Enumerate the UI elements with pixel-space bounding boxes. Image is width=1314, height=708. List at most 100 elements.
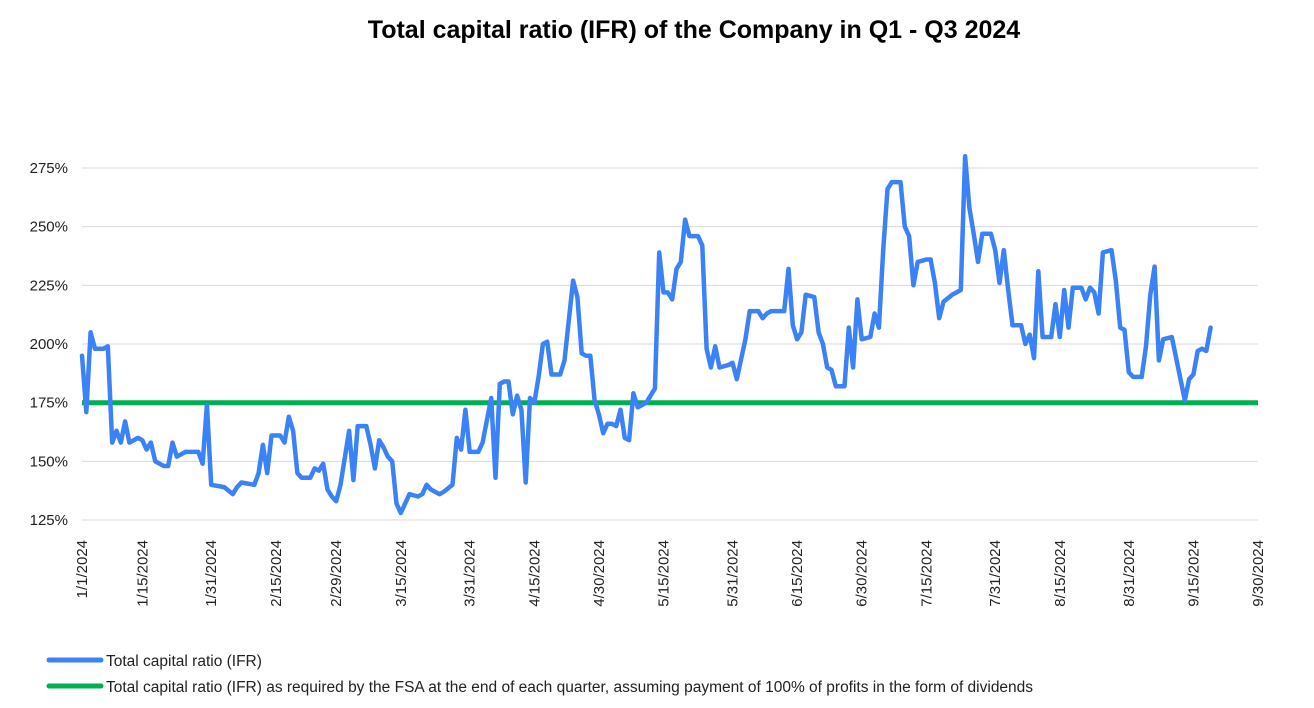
- data-point: [266, 472, 268, 474]
- data-point: [572, 280, 574, 282]
- data-point: [370, 444, 372, 446]
- data-point: [779, 310, 781, 312]
- data-point: [675, 268, 678, 270]
- data-point: [395, 503, 398, 505]
- data-point: [443, 491, 445, 493]
- data-point: [968, 207, 971, 209]
- data-point: [1020, 324, 1022, 326]
- data-point: [301, 477, 303, 479]
- data-point: [637, 406, 639, 408]
- data-point: [615, 425, 617, 427]
- data-point: [697, 235, 699, 237]
- data-point: [1188, 378, 1190, 380]
- data-point: [120, 442, 122, 444]
- data-point: [753, 310, 755, 312]
- data-point: [581, 352, 583, 354]
- data-point: [770, 310, 772, 312]
- data-point: [951, 294, 953, 296]
- data-point: [1024, 343, 1026, 345]
- data-point: [546, 341, 548, 343]
- data-point: [184, 451, 186, 453]
- data-point: [1102, 251, 1104, 254]
- data-point: [270, 434, 273, 437]
- data-point: [727, 364, 729, 366]
- data-point: [1141, 376, 1143, 378]
- x-tick-label: 8/15/2024: [1052, 540, 1069, 607]
- data-point: [318, 470, 320, 472]
- data-point: [309, 477, 311, 479]
- data-point: [538, 376, 540, 378]
- data-point: [1063, 289, 1065, 291]
- data-point: [1089, 287, 1091, 289]
- data-point: [645, 402, 647, 404]
- data-point: [757, 310, 759, 312]
- data-point: [766, 312, 768, 315]
- y-tick-label: 150%: [30, 453, 68, 470]
- data-point: [736, 378, 738, 380]
- data-point: [611, 423, 613, 425]
- data-point: [240, 481, 242, 484]
- legend-label-series-2: Total capital ratio (IFR) as required by…: [106, 679, 1033, 696]
- data-point: [585, 355, 587, 357]
- data-point: [843, 385, 846, 387]
- data-point: [973, 233, 975, 235]
- data-point: [1093, 291, 1095, 293]
- data-point: [1029, 334, 1031, 336]
- data-point: [477, 451, 479, 453]
- data-point: [977, 261, 979, 263]
- data-point: [856, 298, 859, 300]
- data-point: [813, 296, 815, 298]
- data-point: [1115, 280, 1117, 282]
- data-point: [1059, 336, 1061, 338]
- data-point: [529, 397, 531, 399]
- data-point: [102, 348, 105, 350]
- data-point: [822, 343, 824, 345]
- data-point: [805, 294, 807, 296]
- x-tick-label: 2/29/2024: [328, 540, 345, 607]
- data-point: [934, 282, 936, 284]
- data-point: [1037, 270, 1039, 272]
- data-point: [288, 416, 290, 418]
- data-point: [1128, 371, 1130, 373]
- data-point: [1054, 303, 1057, 305]
- data-point: [671, 298, 673, 300]
- data-point: [606, 423, 609, 425]
- data-point: [365, 425, 367, 427]
- data-point: [115, 430, 118, 432]
- data-point: [1205, 350, 1207, 352]
- data-point: [391, 460, 393, 462]
- data-point: [387, 456, 389, 458]
- data-point: [1042, 336, 1044, 338]
- data-point: [314, 467, 316, 469]
- data-point: [533, 402, 535, 404]
- data-point: [525, 481, 527, 484]
- data-point: [124, 420, 126, 422]
- data-point: [1067, 327, 1070, 329]
- x-tick-label: 7/31/2024: [987, 540, 1004, 607]
- data-point: [641, 404, 643, 406]
- data-point: [568, 319, 570, 322]
- data-point: [680, 261, 682, 263]
- series-total-capital-ratio-points: [81, 155, 1212, 514]
- data-point: [1192, 373, 1194, 376]
- data-point: [111, 442, 113, 444]
- data-point: [322, 463, 324, 465]
- data-point: [1201, 348, 1203, 350]
- data-point: [1132, 376, 1134, 378]
- data-point: [912, 284, 915, 286]
- data-point: [1072, 287, 1074, 289]
- data-point: [494, 477, 497, 479]
- data-point: [171, 442, 174, 444]
- data-point: [1162, 338, 1164, 340]
- data-point: [701, 244, 703, 246]
- data-point: [882, 249, 884, 251]
- data-point: [1154, 266, 1156, 268]
- data-point: [464, 409, 466, 411]
- x-tick-label: 6/30/2024: [854, 540, 871, 607]
- data-point: [520, 409, 523, 411]
- data-point: [283, 442, 286, 444]
- data-point: [710, 366, 712, 369]
- data-point: [499, 383, 501, 385]
- data-point: [650, 395, 652, 397]
